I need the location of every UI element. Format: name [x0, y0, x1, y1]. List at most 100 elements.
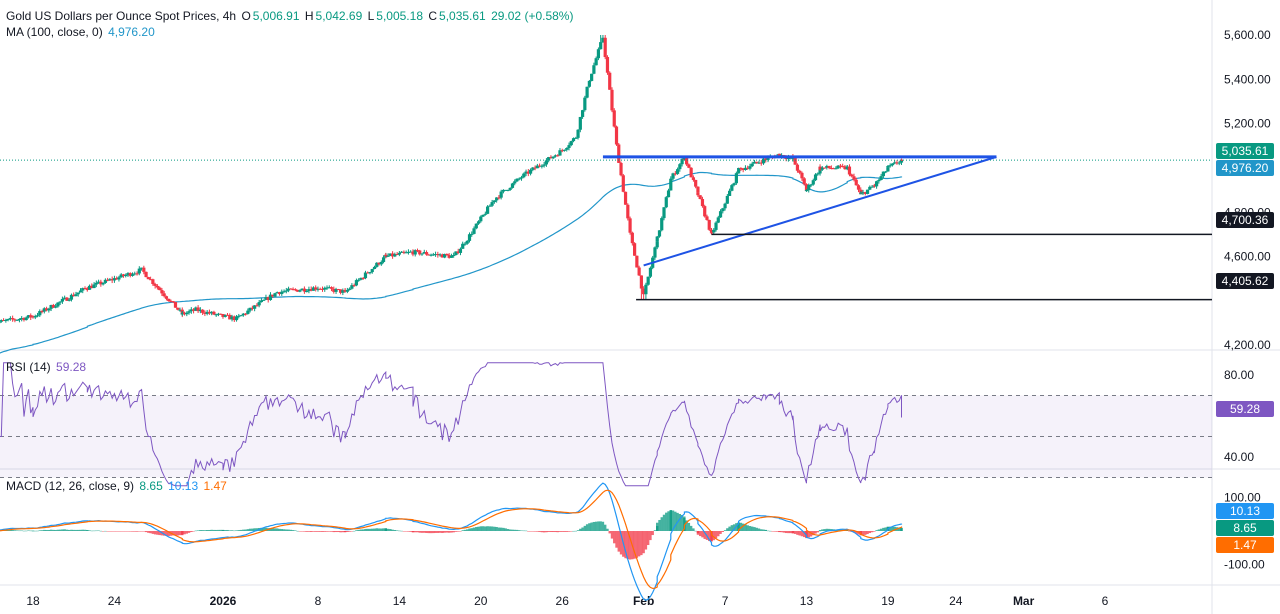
macd-hist-bar — [689, 525, 693, 531]
macd-hist-bar — [70, 529, 73, 531]
candle — [463, 242, 467, 246]
macd-hist-bar — [606, 528, 609, 531]
candle — [608, 71, 612, 90]
candle — [825, 164, 829, 170]
macd-hist-bar — [866, 531, 869, 535]
candle-body — [637, 267, 641, 276]
candle-body — [205, 311, 209, 314]
candle-body — [691, 177, 696, 180]
candle-body — [694, 179, 698, 187]
candle-body — [508, 187, 512, 190]
candle-body — [664, 197, 668, 208]
candle-body — [592, 65, 596, 74]
candle — [730, 184, 734, 192]
rsi-legend: RSI (14) 59.28 — [6, 360, 88, 374]
candle-body — [431, 254, 435, 256]
candle — [51, 303, 55, 309]
candle — [0, 321, 1, 324]
candle-body — [793, 157, 797, 165]
candle-body — [748, 166, 752, 169]
macd-hist-bar — [613, 531, 616, 544]
macd-hist-bar — [269, 528, 272, 531]
candle-body — [418, 250, 422, 255]
candle-body — [727, 190, 732, 196]
candle-body — [370, 269, 374, 273]
candle — [456, 248, 460, 255]
candle-body — [481, 214, 485, 217]
candle — [424, 250, 429, 256]
candle-body — [124, 274, 128, 277]
macd-hist-bar — [328, 531, 331, 532]
candle-body — [443, 253, 447, 258]
candle — [54, 303, 58, 309]
candle-body — [734, 173, 738, 184]
candle — [639, 275, 643, 300]
candle — [623, 191, 628, 205]
candle-body — [549, 157, 553, 159]
candle — [481, 214, 485, 218]
candle-body — [216, 313, 221, 315]
candle — [305, 289, 309, 293]
candle-body — [841, 166, 845, 168]
candle — [467, 232, 472, 243]
candle-body — [352, 285, 356, 287]
candle-body — [214, 314, 218, 316]
candle — [372, 265, 377, 270]
macd-hist-bar — [346, 531, 349, 532]
candle — [524, 169, 528, 177]
candle — [221, 314, 225, 319]
rsi-label: RSI (14) — [6, 360, 51, 374]
candle-body — [411, 251, 415, 255]
macd-hist-bar — [798, 531, 801, 536]
macd-hist-bar — [800, 531, 804, 537]
candle — [646, 276, 650, 286]
candle — [490, 199, 494, 207]
candle-body — [544, 160, 548, 165]
macd-hist-bar — [757, 528, 761, 531]
candle — [26, 315, 31, 319]
candle — [691, 175, 696, 182]
candle-body — [764, 158, 768, 160]
candle — [599, 35, 603, 50]
candle-body — [293, 289, 297, 291]
candle-body — [357, 279, 361, 281]
macd-hist-bar — [579, 528, 582, 531]
macd-hist-bar — [667, 511, 670, 531]
candle — [201, 309, 205, 315]
candle — [877, 178, 881, 184]
candle — [470, 231, 474, 237]
candle — [660, 216, 664, 232]
candle-body — [108, 279, 112, 281]
candle-body — [673, 173, 677, 175]
candle — [495, 197, 499, 203]
candle — [585, 86, 589, 99]
candle-body — [94, 282, 98, 285]
macd-hist-bar — [746, 525, 749, 531]
change-value: 29.02 (+0.58%) — [491, 9, 574, 23]
candle-body — [81, 288, 85, 291]
candle-body — [861, 192, 865, 194]
macd-hist-bar — [230, 530, 234, 531]
candle — [291, 287, 295, 291]
candle-body — [162, 293, 166, 297]
candle — [886, 165, 890, 170]
macd-hist-bar — [619, 531, 623, 555]
macd-hist-bar — [511, 529, 514, 531]
candle — [479, 215, 483, 223]
price-tick-label: 5,400.00 — [1224, 72, 1271, 86]
candle-body — [128, 273, 132, 276]
macd-hist-bar — [221, 530, 225, 531]
candle-body — [225, 314, 230, 316]
candle — [196, 305, 200, 313]
candle — [377, 262, 381, 266]
macd-hist-bar — [644, 531, 648, 550]
candle-body — [515, 178, 519, 182]
macd-hist-bar — [101, 531, 105, 532]
macd-hist-bar — [325, 531, 329, 532]
macd-hist-bar — [572, 530, 575, 532]
macd-hist-bar — [65, 529, 69, 531]
candle-body — [843, 166, 847, 170]
candle-body — [377, 262, 381, 265]
candle-body — [65, 297, 69, 301]
